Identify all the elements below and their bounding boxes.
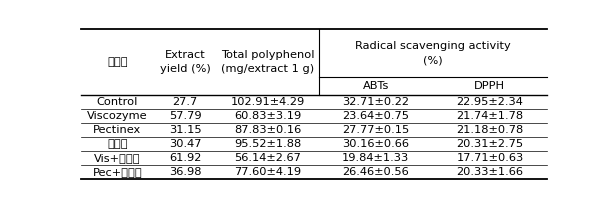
Text: 17.71±0.63: 17.71±0.63 [456,153,524,163]
Text: 57.79: 57.79 [169,111,201,121]
Text: 27.7: 27.7 [172,97,197,107]
Text: Viscozyme: Viscozyme [87,111,148,121]
Text: 87.83±0.16: 87.83±0.16 [234,125,301,135]
Text: Pectinex: Pectinex [93,125,142,135]
Text: 30.16±0.66: 30.16±0.66 [342,139,409,149]
Text: 61.92: 61.92 [169,153,201,163]
Text: 56.14±2.67: 56.14±2.67 [234,153,301,163]
Text: 60.83±3.19: 60.83±3.19 [234,111,301,121]
Text: 32.71±0.22: 32.71±0.22 [342,97,409,107]
Text: 21.74±1.78: 21.74±1.78 [456,111,524,121]
Text: 36.98: 36.98 [169,167,201,177]
Text: 상백피: 상백피 [107,57,128,67]
Text: 26.46±0.56: 26.46±0.56 [343,167,409,177]
Text: 30.47: 30.47 [169,139,201,149]
Text: ABTs: ABTs [363,81,389,91]
Text: Extract
yield (%): Extract yield (%) [159,50,210,74]
Text: Radical scavenging activity
(%): Radical scavenging activity (%) [355,41,511,65]
Text: 27.77±0.15: 27.77±0.15 [342,125,409,135]
Text: 21.18±0.78: 21.18±0.78 [456,125,524,135]
Text: 19.84±1.33: 19.84±1.33 [342,153,409,163]
Text: Vis+초고압: Vis+초고압 [94,153,141,163]
Text: 20.31±2.75: 20.31±2.75 [456,139,524,149]
Text: 102.91±4.29: 102.91±4.29 [230,97,305,107]
Text: 20.33±1.66: 20.33±1.66 [457,167,524,177]
Text: 22.95±2.34: 22.95±2.34 [457,97,524,107]
Text: 95.52±1.88: 95.52±1.88 [234,139,301,149]
Text: DPPH: DPPH [474,81,506,91]
Text: 23.64±0.75: 23.64±0.75 [342,111,409,121]
Text: Control: Control [97,97,138,107]
Text: 31.15: 31.15 [169,125,201,135]
Text: Pec+초고압: Pec+초고압 [93,167,142,177]
Text: 초고압: 초고압 [107,139,128,149]
Text: 77.60±4.19: 77.60±4.19 [234,167,301,177]
Text: Total polyphenol
(mg/extract 1 g): Total polyphenol (mg/extract 1 g) [221,50,314,74]
